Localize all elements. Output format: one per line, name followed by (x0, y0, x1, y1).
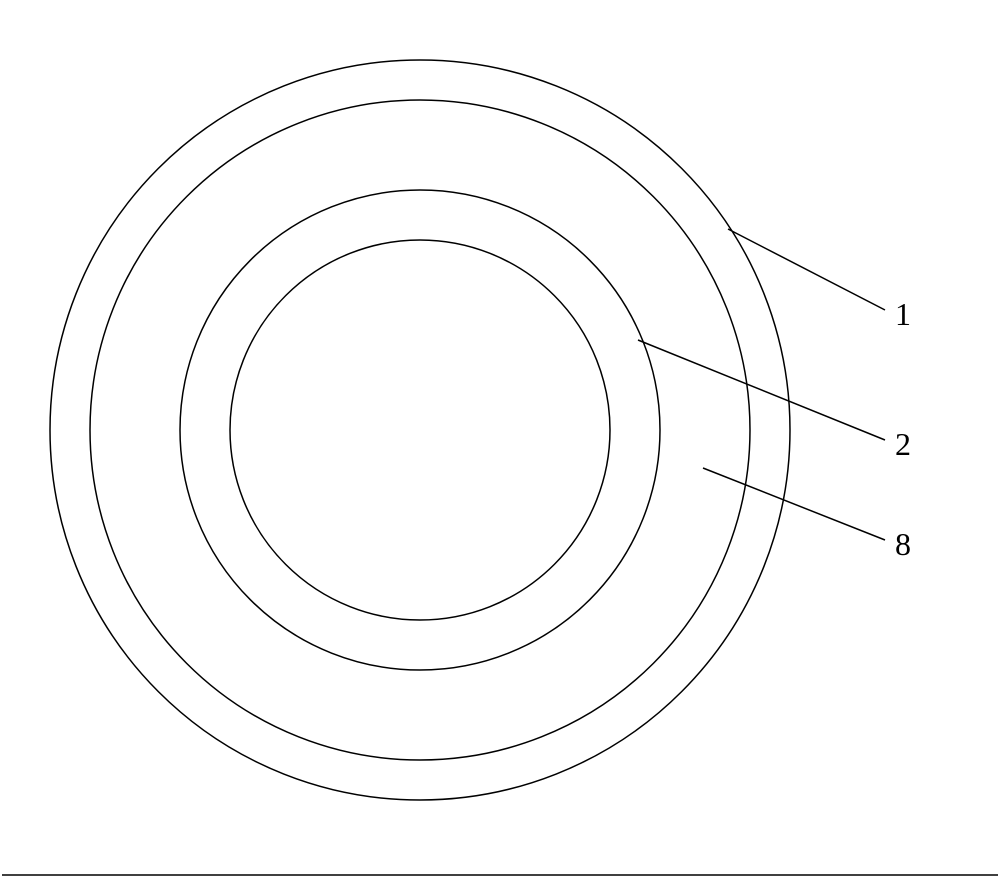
callout-label-2: 2 (895, 428, 911, 460)
diagram-svg (0, 0, 1000, 880)
leader-label-2 (638, 340, 885, 440)
leader-label-1 (728, 229, 885, 310)
circle-c_inner (230, 240, 610, 620)
callout-label-1: 1 (895, 298, 911, 330)
diagram-stage: 1 2 8 (0, 0, 1000, 880)
callout-label-8: 8 (895, 528, 911, 560)
leader-label-8 (703, 468, 885, 540)
circle-c_mid_out (90, 100, 750, 760)
circle-c_mid_in (180, 190, 660, 670)
circle-c_outer (50, 60, 790, 800)
